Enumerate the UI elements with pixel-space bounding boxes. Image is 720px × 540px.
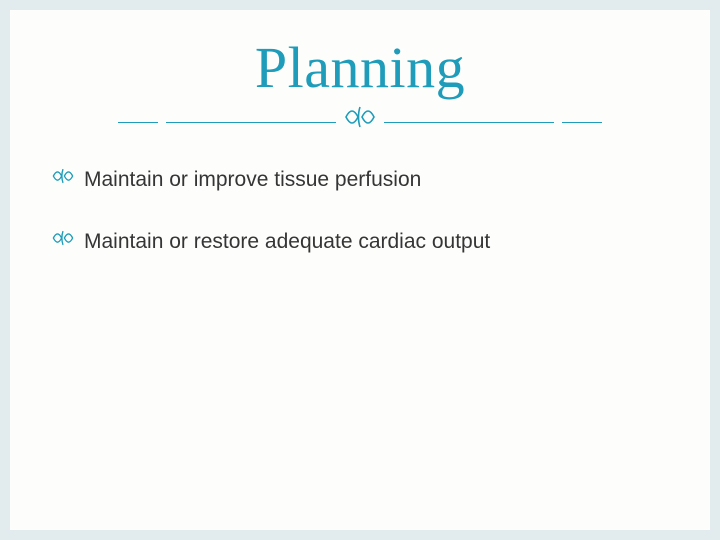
title-divider	[10, 107, 710, 137]
bullet-flourish-icon	[52, 229, 74, 251]
list-item: Maintain or improve tissue perfusion	[52, 167, 668, 193]
bullet-text: Maintain or improve tissue perfusion	[84, 167, 421, 193]
bullet-text: Maintain or restore adequate cardiac out…	[84, 229, 490, 255]
flourish-icon	[344, 105, 376, 135]
slide-body: Maintain or improve tissue perfusion Mai…	[10, 167, 710, 256]
divider-line-segment	[562, 122, 602, 123]
slide-title: Planning	[10, 34, 710, 101]
bullet-flourish-icon	[52, 167, 74, 189]
list-item: Maintain or restore adequate cardiac out…	[52, 229, 668, 255]
divider-line-segment	[118, 122, 158, 123]
divider-line-segment	[166, 122, 336, 123]
divider-line-segment	[384, 122, 554, 123]
slide-canvas: Planning Maintain or improve tissue perf…	[10, 10, 710, 530]
